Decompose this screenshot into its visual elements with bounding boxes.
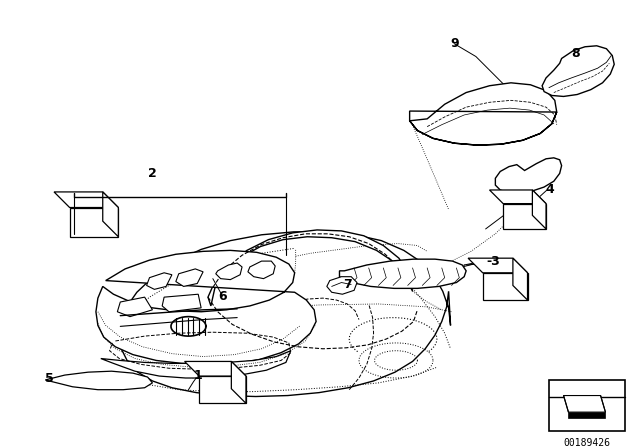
Polygon shape (483, 273, 527, 300)
Polygon shape (564, 396, 605, 412)
Text: 5: 5 (45, 371, 54, 384)
Polygon shape (54, 192, 118, 207)
Bar (549, 380, 625, 431)
Polygon shape (115, 232, 451, 396)
Polygon shape (103, 192, 118, 237)
Polygon shape (568, 412, 605, 418)
Polygon shape (503, 204, 546, 229)
Text: 7: 7 (343, 278, 351, 291)
Polygon shape (216, 263, 242, 280)
Polygon shape (495, 158, 562, 193)
Polygon shape (147, 273, 172, 289)
Text: -3: -3 (486, 254, 500, 267)
Polygon shape (117, 297, 152, 317)
Text: 9: 9 (450, 37, 459, 50)
Text: 4: 4 (545, 184, 554, 197)
Polygon shape (208, 230, 413, 306)
Polygon shape (96, 250, 316, 364)
Text: 00189426: 00189426 (563, 439, 611, 448)
Text: 6: 6 (218, 290, 227, 303)
Polygon shape (468, 258, 527, 273)
Polygon shape (513, 258, 527, 300)
Polygon shape (162, 294, 201, 312)
Text: 2: 2 (148, 167, 157, 180)
Polygon shape (70, 207, 118, 237)
Text: 8: 8 (571, 47, 580, 60)
Polygon shape (45, 371, 152, 390)
Polygon shape (199, 376, 246, 403)
Polygon shape (490, 190, 546, 204)
Polygon shape (542, 46, 614, 96)
Polygon shape (184, 362, 246, 376)
Polygon shape (231, 362, 246, 403)
Polygon shape (176, 269, 203, 286)
Polygon shape (532, 190, 546, 229)
Text: 1: 1 (194, 369, 203, 382)
Polygon shape (339, 259, 466, 289)
Polygon shape (327, 277, 357, 294)
Polygon shape (248, 261, 275, 279)
Polygon shape (410, 83, 557, 145)
Polygon shape (100, 351, 291, 378)
